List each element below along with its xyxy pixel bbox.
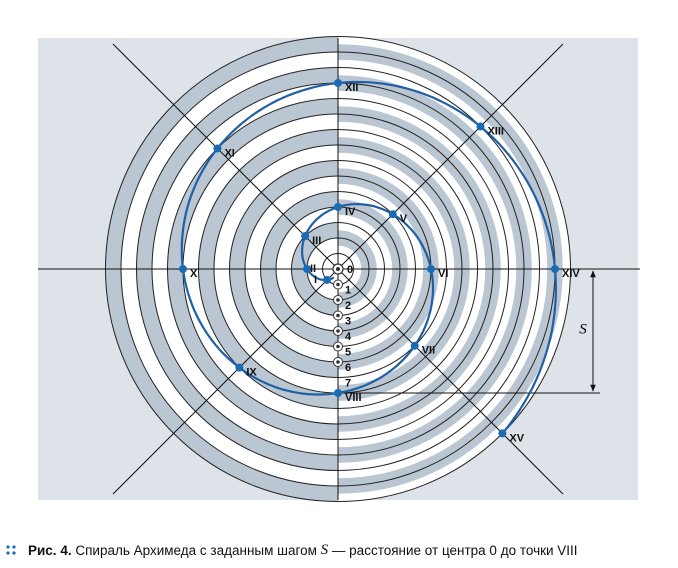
point-label: XII	[345, 82, 358, 94]
axis-dot	[336, 329, 340, 333]
center-label: 0	[347, 264, 353, 276]
axis-dot	[336, 298, 340, 302]
axis-mark-label: 1	[345, 284, 351, 296]
spiral-point	[551, 265, 559, 273]
point-label: I	[314, 274, 317, 286]
axis-mark-label: 2	[345, 300, 351, 312]
spiral-point	[498, 429, 507, 438]
svg-text:Рис. 4. Спираль Архимеда: Рис. 4. Спираль Архимеда с заданным шаго…	[28, 542, 578, 558]
axis-dot	[336, 313, 340, 318]
center-dot	[336, 267, 340, 271]
spiral-point	[427, 265, 435, 273]
spiral-point	[334, 203, 342, 211]
dimension	[338, 268, 600, 394]
point-label: IX	[246, 367, 257, 379]
point-label: X	[190, 268, 198, 280]
axis-mark-label: 7	[345, 377, 351, 389]
axis-mark-label: 5	[345, 346, 351, 358]
point-label: V	[400, 213, 408, 225]
point-label: XI	[224, 147, 234, 159]
caption: Рис. 4. Спираль Архимеда с заданным шаго…	[6, 542, 578, 558]
point-label: XV	[509, 432, 524, 444]
point-label: IV	[345, 206, 356, 218]
axis-dot	[336, 360, 340, 364]
spiral-point	[301, 232, 310, 241]
point-label: XIII	[487, 125, 504, 137]
caption-text: Спираль Архимеда с заданным шагом	[75, 543, 317, 558]
axis-dot	[336, 344, 340, 349]
spiral-point	[410, 341, 419, 350]
spiral-point	[303, 265, 311, 273]
step-label: S	[579, 321, 587, 337]
caption-text: — расстояние от центра 0 до точки VIII	[332, 543, 578, 558]
point-label: VIII	[345, 392, 362, 404]
spiral-point	[334, 79, 342, 87]
spiral-point	[476, 122, 485, 131]
spiral-point	[235, 363, 244, 372]
spiral-point	[179, 265, 187, 273]
spiral-point	[323, 275, 332, 284]
point-label: VI	[438, 268, 448, 280]
point-label: II	[310, 263, 316, 275]
point-label: XIV	[562, 268, 580, 280]
spiral-point	[334, 389, 342, 397]
point-label: III	[312, 235, 321, 247]
axis-mark-label: 3	[345, 315, 351, 327]
caption-number: Рис. 4.	[28, 543, 72, 558]
axis-mark-label: 6	[345, 362, 351, 374]
caption-symbol: S	[321, 542, 329, 558]
spiral-point	[388, 210, 397, 219]
axis-dot	[336, 282, 340, 287]
axis-mark-label: 4	[345, 331, 352, 343]
point-label: VII	[422, 345, 435, 357]
spiral-point	[213, 144, 222, 153]
